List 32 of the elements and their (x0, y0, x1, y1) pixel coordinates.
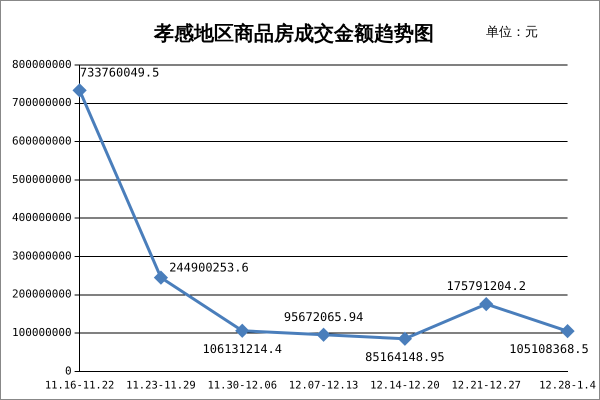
x-tick-label: 12.14-12.20 (370, 379, 440, 392)
y-tick-label: 0 (64, 364, 72, 378)
data-label: 106131214.4 (202, 342, 282, 356)
y-tick-label: 500000000 (12, 172, 72, 186)
data-label: 85164148.95 (365, 350, 445, 364)
x-tick-label: 12.07-12.13 (288, 379, 358, 392)
x-tick-label: 11.23-11.29 (126, 379, 196, 392)
data-label: 244900253.6 (169, 260, 249, 275)
x-tick-label: 12.21-12.27 (451, 379, 521, 392)
y-tick-label: 300000000 (12, 249, 72, 262)
point (73, 84, 86, 97)
point (561, 324, 574, 338)
point (236, 324, 249, 338)
x-tick-label: 11.16-11.22 (44, 379, 114, 392)
y-tick-label: 200000000 (12, 288, 72, 301)
x-tick-label: 11.30-12.06 (207, 379, 278, 392)
y-tick-label: 100000000 (12, 326, 72, 339)
point (398, 332, 412, 346)
x-tick-label: 12.28-1.4 (539, 379, 596, 392)
point (480, 298, 493, 311)
data-label: 105108368.5 (509, 342, 589, 356)
data-label: 733760049.5 (80, 65, 160, 80)
y-tick-label: 400000000 (12, 211, 72, 224)
chart-title: 孝感地区商品房成交金额趋势图 (153, 21, 434, 46)
point (154, 271, 168, 284)
data-label: 175791204.2 (446, 279, 526, 294)
y-tick-label: 700000000 (12, 96, 72, 110)
y-tick-label: 600000000 (12, 134, 72, 148)
y-tick-label: 800000000 (12, 58, 72, 71)
point (317, 328, 330, 342)
chart-subtitle: 单位：元 (486, 25, 538, 40)
data-label: 95672065.94 (284, 310, 364, 324)
